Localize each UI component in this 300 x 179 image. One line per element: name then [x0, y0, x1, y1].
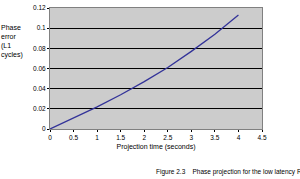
- svg-text:3.5: 3.5: [210, 134, 219, 141]
- svg-text:Phaseerror(L1cycles): Phaseerror(L1cycles): [1, 24, 23, 59]
- svg-text:0.1: 0.1: [37, 24, 46, 31]
- svg-text:0.5: 0.5: [69, 134, 78, 141]
- svg-text:0.06: 0.06: [33, 65, 46, 72]
- svg-text:1: 1: [95, 134, 99, 141]
- svg-text:1.5: 1.5: [116, 134, 125, 141]
- svg-text:4: 4: [237, 134, 241, 141]
- svg-text:0.12: 0.12: [33, 4, 46, 11]
- svg-text:2: 2: [142, 134, 146, 141]
- svg-text:Projection time (seconds): Projection time (seconds): [117, 143, 196, 151]
- svg-text:0: 0: [42, 125, 46, 132]
- svg-text:Figure 2.3 Phase projection: Figure 2.3 Phase projection for the low …: [156, 168, 300, 176]
- svg-text:0.02: 0.02: [33, 105, 46, 112]
- svg-text:3: 3: [190, 134, 194, 141]
- svg-text:0.08: 0.08: [33, 45, 46, 52]
- svg-text:4.5: 4.5: [257, 134, 266, 141]
- svg-text:0.04: 0.04: [33, 85, 46, 92]
- svg-text:0: 0: [48, 134, 52, 141]
- svg-text:2.5: 2.5: [163, 134, 172, 141]
